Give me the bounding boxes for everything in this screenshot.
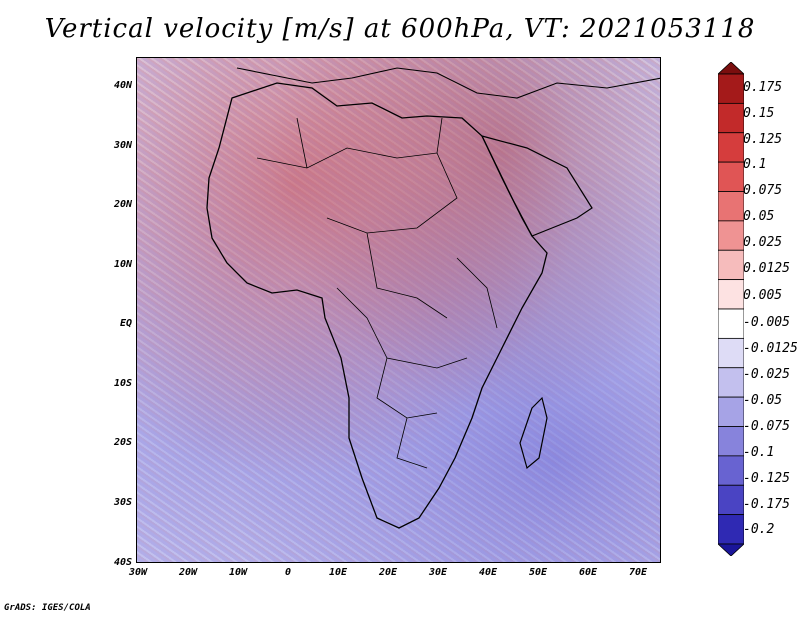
grads-credit: GrADS: IGES/COLA [4, 603, 91, 613]
lon-label-20e: 20E [378, 567, 398, 578]
lon-label-30e: 30E [428, 567, 448, 578]
colorbar-label: -0.125 [743, 471, 790, 486]
lon-label-60e: 60E [578, 567, 598, 578]
map-plot-area [136, 57, 661, 563]
lat-label-20s: 20S [113, 437, 132, 448]
colorbar-label: -0.1 [743, 445, 775, 460]
colorbar-segment [718, 426, 744, 457]
colorbar-segment [718, 308, 744, 339]
lon-label-40e: 40E [478, 567, 498, 578]
colorbar-label: 0.175 [743, 80, 783, 95]
colorbar-label: -0.05 [743, 393, 783, 408]
colorbar-label: -0.005 [743, 315, 790, 330]
colorbar-segment [718, 249, 744, 281]
mediterranean-coast [236, 67, 660, 99]
colorbar-label: 0.1 [743, 157, 767, 172]
colorbar-bottom-arrow [718, 543, 744, 556]
lon-label-70e: 70E [628, 567, 648, 578]
chart-title: Vertical velocity [m/s] at 600hPa, VT: 2… [44, 14, 756, 44]
colorbar-label: 0.025 [743, 235, 783, 250]
colorbar-label: 0.15 [743, 106, 775, 121]
colorbar-label: 0.0125 [743, 261, 790, 276]
colorbar-segment [718, 484, 744, 516]
colorbar-label: 0.005 [743, 288, 783, 303]
lat-label-20n: 20N [113, 199, 132, 210]
colorbar [718, 62, 744, 556]
colorbar-segment [718, 191, 744, 222]
arabian-peninsula-coastline [480, 135, 593, 237]
colorbar-label: 0.05 [743, 209, 775, 224]
coastline-overlay [206, 67, 660, 529]
colorbar-segment [718, 514, 744, 545]
lat-label-40n: 40N [113, 80, 132, 91]
africa-coastline [206, 82, 548, 529]
country-borders [256, 117, 498, 469]
colorbar-label: 0.125 [743, 132, 783, 147]
lon-label-0: 0 [284, 567, 292, 578]
lon-label-10w: 10W [228, 567, 248, 578]
colorbar-segment [718, 132, 744, 163]
colorbar-label: -0.025 [743, 367, 790, 382]
lon-label-20w: 20W [178, 567, 198, 578]
lat-label-eq: EQ [119, 318, 132, 329]
colorbar-segment [718, 367, 744, 398]
colorbar-top-arrow [718, 62, 744, 75]
colorbar-segment [718, 455, 744, 486]
lat-label-10n: 10N [113, 259, 132, 270]
lat-label-30n: 30N [113, 140, 132, 151]
colorbar-label: -0.0125 [743, 341, 798, 356]
colorbar-segment [718, 220, 744, 251]
colorbar-label: -0.075 [743, 419, 790, 434]
lat-label-40s: 40S [113, 557, 132, 568]
colorbar-segment [718, 102, 744, 134]
lon-label-10e: 10E [328, 567, 348, 578]
lon-label-30w: 30W [128, 567, 148, 578]
madagascar-coastline [519, 396, 548, 470]
colorbar-label: -0.175 [743, 497, 790, 512]
lat-label-30s: 30S [113, 497, 132, 508]
colorbar-label: 0.075 [743, 183, 783, 198]
lat-label-10s: 10S [113, 378, 132, 389]
colorbar-segment [718, 73, 744, 104]
colorbar-segment [718, 337, 744, 369]
colorbar-segment [718, 279, 744, 310]
colorbar-segment [718, 161, 744, 192]
colorbar-segment [718, 396, 744, 427]
colorbar-label: -0.2 [743, 522, 775, 537]
lon-label-50e: 50E [528, 567, 548, 578]
